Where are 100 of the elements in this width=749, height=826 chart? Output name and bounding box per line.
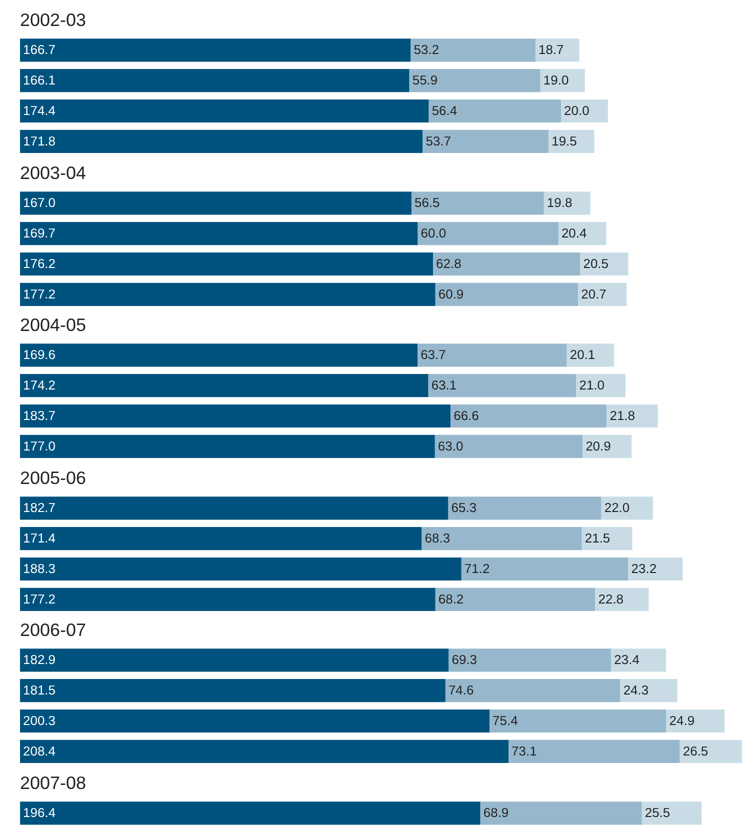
data-label: 23.4 bbox=[614, 652, 640, 668]
data-label: 23.2 bbox=[631, 560, 657, 576]
bar bbox=[435, 282, 578, 306]
data-label: 174.4 bbox=[23, 102, 56, 118]
data-label: 20.0 bbox=[564, 102, 590, 118]
chart-title: 2004-05 bbox=[20, 315, 86, 336]
data-label: 20.4 bbox=[561, 225, 587, 240]
bar bbox=[428, 99, 562, 123]
data-label: 182.7 bbox=[23, 500, 56, 515]
bar bbox=[566, 344, 614, 367]
bar bbox=[540, 69, 585, 92]
bar bbox=[409, 69, 540, 92]
data-label: 181.5 bbox=[23, 682, 56, 698]
data-label: 166.7 bbox=[23, 42, 56, 58]
bar bbox=[490, 710, 666, 733]
data-label: 22.0 bbox=[604, 500, 630, 515]
bar bbox=[434, 435, 583, 458]
bar bbox=[606, 404, 658, 428]
data-label: 182.9 bbox=[23, 652, 56, 668]
data-label: 22.8 bbox=[598, 591, 624, 606]
bar bbox=[620, 679, 678, 703]
bar bbox=[411, 191, 544, 214]
bar bbox=[461, 557, 628, 580]
bar bbox=[20, 130, 423, 153]
bar bbox=[445, 679, 620, 703]
bar bbox=[548, 130, 594, 153]
data-label: 53.2 bbox=[414, 42, 440, 58]
data-label: 73.1 bbox=[512, 744, 537, 759]
data-label: 66.6 bbox=[454, 408, 479, 424]
data-label: 177.2 bbox=[23, 286, 56, 301]
bar bbox=[20, 222, 418, 245]
bar bbox=[20, 404, 451, 428]
bar bbox=[450, 404, 607, 428]
data-label: 68.9 bbox=[483, 805, 509, 820]
bar bbox=[20, 588, 436, 611]
chart-title: 2007-08 bbox=[20, 772, 86, 793]
data-label: 25.5 bbox=[644, 805, 670, 820]
data-label: 24.9 bbox=[669, 713, 695, 728]
data-label: 62.8 bbox=[436, 256, 462, 271]
data-label: 63.7 bbox=[420, 347, 446, 362]
bar bbox=[601, 496, 653, 520]
bar bbox=[582, 435, 632, 458]
bar bbox=[422, 526, 582, 550]
bar bbox=[680, 740, 742, 764]
data-label: 196.4 bbox=[23, 805, 56, 820]
chart-title: 2006-07 bbox=[20, 620, 86, 640]
chart-title: 2002-03 bbox=[20, 10, 86, 30]
bar bbox=[428, 374, 576, 398]
data-label: 19.0 bbox=[543, 72, 569, 88]
data-label: 69.3 bbox=[452, 652, 478, 668]
data-label: 167.0 bbox=[23, 194, 56, 210]
data-label: 65.3 bbox=[451, 500, 477, 515]
bar bbox=[20, 99, 429, 123]
bar bbox=[611, 649, 666, 672]
data-label: 21.8 bbox=[610, 408, 636, 424]
bar bbox=[628, 557, 683, 580]
bar bbox=[20, 649, 449, 672]
bar bbox=[20, 69, 410, 92]
bar bbox=[448, 649, 612, 672]
data-label: 68.3 bbox=[424, 530, 450, 546]
data-label: 63.0 bbox=[438, 438, 464, 454]
bar bbox=[20, 557, 462, 580]
bar bbox=[508, 740, 680, 764]
bar bbox=[666, 710, 725, 733]
data-label: 20.9 bbox=[586, 438, 611, 454]
data-label: 176.2 bbox=[23, 256, 56, 271]
data-label: 75.4 bbox=[492, 713, 518, 728]
bar bbox=[20, 252, 434, 276]
data-label: 183.7 bbox=[23, 408, 56, 424]
data-label: 74.6 bbox=[448, 682, 474, 698]
bar bbox=[20, 38, 411, 62]
data-label: 60.9 bbox=[438, 286, 464, 301]
bar bbox=[410, 38, 536, 62]
chart-title: 2003-04 bbox=[20, 162, 86, 183]
bar bbox=[435, 588, 596, 611]
data-label: 53.7 bbox=[426, 133, 452, 148]
bar bbox=[418, 344, 567, 367]
bar bbox=[578, 282, 627, 306]
bar bbox=[20, 191, 412, 214]
data-label: 24.3 bbox=[623, 682, 649, 698]
data-label: 56.5 bbox=[414, 194, 440, 210]
bar bbox=[20, 282, 436, 306]
data-label: 21.5 bbox=[584, 530, 610, 546]
data-label: 20.5 bbox=[583, 256, 609, 271]
data-label: 177.2 bbox=[23, 591, 56, 606]
bar bbox=[20, 496, 448, 520]
bar bbox=[582, 526, 632, 550]
data-label: 20.7 bbox=[581, 286, 606, 301]
data-label: 171.8 bbox=[23, 133, 56, 148]
bar bbox=[580, 252, 628, 276]
data-label: 177.0 bbox=[23, 438, 56, 454]
data-label: 174.2 bbox=[23, 378, 56, 393]
data-label: 71.2 bbox=[464, 560, 490, 576]
data-label: 21.0 bbox=[579, 378, 605, 393]
bar bbox=[576, 374, 626, 398]
bar bbox=[433, 252, 580, 276]
data-label: 63.1 bbox=[431, 378, 457, 393]
data-label: 169.7 bbox=[23, 225, 56, 240]
bar bbox=[558, 222, 606, 245]
data-label: 68.2 bbox=[438, 591, 464, 606]
